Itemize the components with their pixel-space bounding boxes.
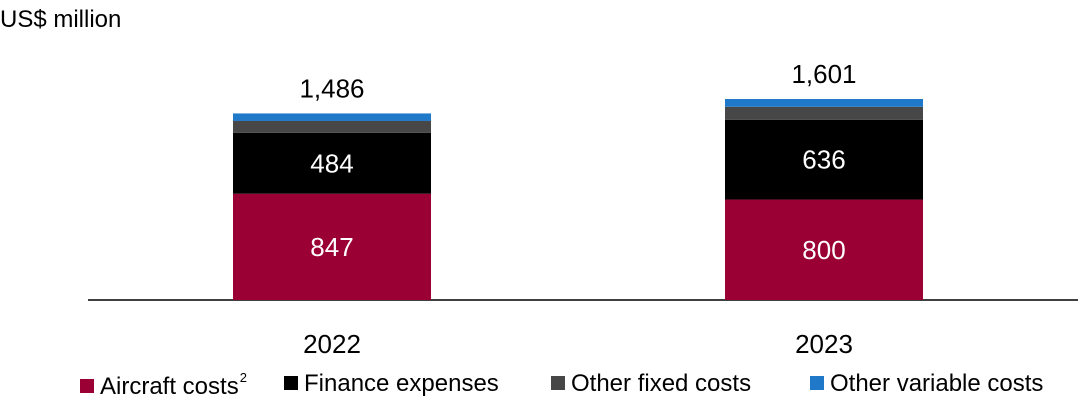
unit-label: US$ million xyxy=(0,6,122,33)
legend-swatch-finance-expenses xyxy=(284,376,298,390)
legend-item-other-fixed-costs: Other fixed costs xyxy=(551,370,751,398)
x-tick-label-2023: 2023 xyxy=(795,329,853,359)
legend-label-other-variable-costs: Other variable costs xyxy=(830,370,1044,397)
bar-finance-expenses-2023 xyxy=(725,119,923,200)
x-tick-label-2022: 2022 xyxy=(303,329,361,359)
legend-swatch-other-fixed-costs xyxy=(551,376,565,390)
total-label-2022: 1,486 xyxy=(299,73,364,103)
data-label-finance-expenses-2022: 484 xyxy=(310,148,353,178)
legend-label-finance-expenses: Finance expenses xyxy=(304,370,499,397)
footnote-marker: 2 xyxy=(239,370,247,385)
legend-item-finance-expenses: Finance expenses xyxy=(284,370,499,398)
bar-other-variable-costs-2022 xyxy=(233,113,431,121)
legend-item-other-variable-costs: Other variable costs xyxy=(810,370,1043,398)
bar-finance-expenses-2022 xyxy=(233,132,431,194)
legend-label-other-fixed-costs: Other fixed costs xyxy=(571,370,752,397)
data-label-finance-expenses-2023: 636 xyxy=(802,145,845,175)
data-label-aircraft-costs-2023: 800 xyxy=(802,235,845,265)
bar-aircraft-costs-2023 xyxy=(725,199,923,300)
data-label-aircraft-costs-2022: 847 xyxy=(310,232,353,262)
legend-label-aircraft-costs: Aircraft costs xyxy=(100,373,239,400)
legend-swatch-aircraft-costs xyxy=(80,379,94,393)
bar-other-variable-costs-2023 xyxy=(725,99,923,107)
legend: Aircraft costs2 Finance expenses Other f… xyxy=(0,370,1092,405)
total-label-2023: 1,601 xyxy=(791,59,856,89)
stacked-bar-chart: 847 484 1,486 2022 800 636 1,601 2023 xyxy=(88,59,1078,359)
legend-swatch-other-variable-costs xyxy=(810,376,824,390)
bar-other-fixed-costs-2023 xyxy=(725,106,923,120)
legend-item-aircraft-costs: Aircraft costs2 xyxy=(80,370,247,401)
bar-other-fixed-costs-2022 xyxy=(233,120,431,133)
bar-aircraft-costs-2022 xyxy=(233,193,431,300)
